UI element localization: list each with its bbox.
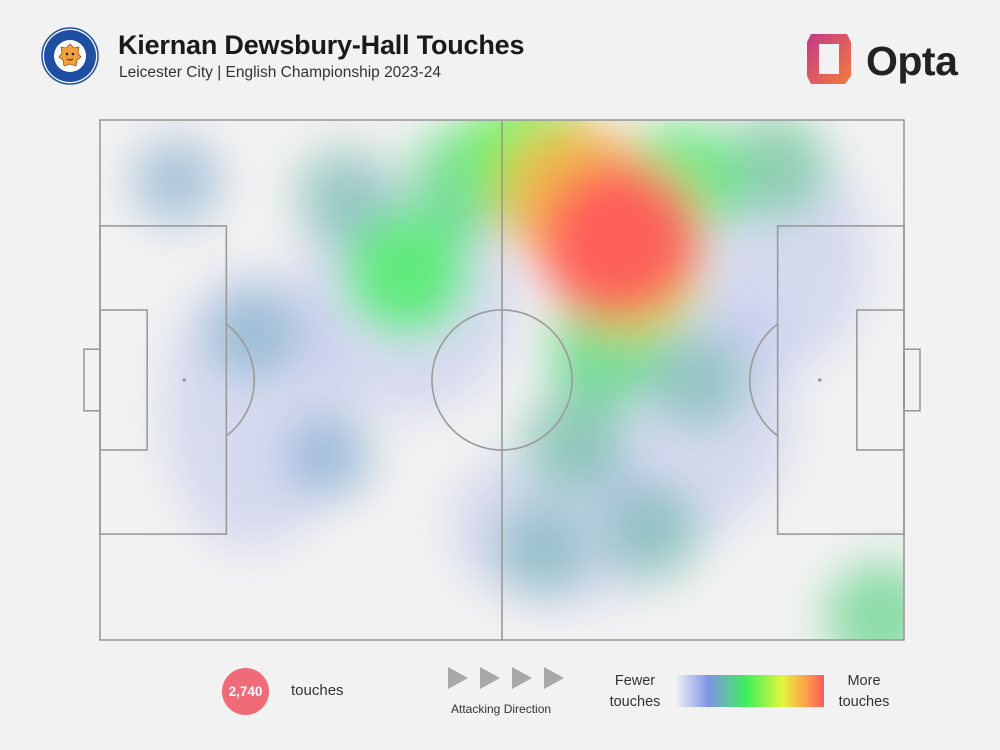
pitch-svg xyxy=(83,119,921,641)
color-scale-legend xyxy=(676,675,824,707)
scale-low-label: Fewer touches xyxy=(609,673,661,710)
six-yard-box-right xyxy=(856,309,905,451)
touch-count-label: touches xyxy=(291,682,344,699)
opta-wordmark: Opta xyxy=(866,38,958,84)
penalty-spot-left xyxy=(182,378,187,382)
pitch-lines xyxy=(83,119,921,641)
goal-left xyxy=(83,348,101,412)
heat-layer xyxy=(133,120,904,640)
heat-point-11 xyxy=(602,484,700,582)
page-subtitle: Leicester City | English Championship 20… xyxy=(119,64,441,81)
heat-point-1 xyxy=(296,147,394,245)
attacking-direction-arrows-icon xyxy=(448,667,564,689)
page-title: Kiernan Dewsbury-Hall Touches xyxy=(118,30,525,60)
heat-blobs xyxy=(133,120,904,640)
six-yard-box-left xyxy=(99,309,148,451)
opta-logo-icon xyxy=(807,34,851,84)
pitch-heatmap xyxy=(80,112,930,652)
heat-point-15 xyxy=(133,138,220,225)
attacking-direction-label: Attacking Direction xyxy=(451,702,552,716)
header: Kiernan Dewsbury-Hall Touches Leicester … xyxy=(0,0,1000,110)
heat-point-16 xyxy=(286,413,373,500)
heat-point-10 xyxy=(524,390,626,492)
penalty-arc-right xyxy=(748,323,779,437)
heat-point-8 xyxy=(721,120,827,219)
heat-point-14 xyxy=(208,289,298,379)
scale-high-label: More touches xyxy=(838,673,890,710)
heat-point-5 xyxy=(540,162,701,323)
goal-right xyxy=(903,348,921,412)
heat-point-13 xyxy=(648,331,746,429)
heat-point-12 xyxy=(497,501,591,595)
heat-point-0 xyxy=(345,211,468,335)
penalty-arc-left xyxy=(225,323,256,437)
penalty-spot-right xyxy=(817,378,822,382)
heat-point-17 xyxy=(826,562,904,640)
centre-circle xyxy=(431,309,573,451)
touch-count-badge: 2,740 xyxy=(222,668,269,715)
leicester-crest-logo xyxy=(41,27,99,85)
